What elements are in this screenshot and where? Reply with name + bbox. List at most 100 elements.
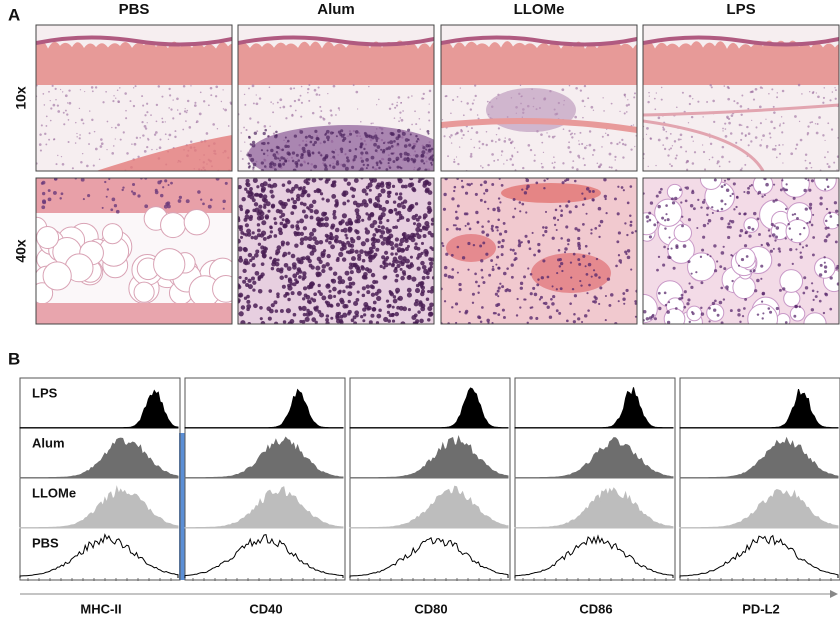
cell (667, 247, 670, 250)
cell (791, 213, 794, 216)
cell (252, 168, 255, 171)
cell (259, 317, 263, 321)
cell (560, 213, 563, 217)
cell (727, 117, 731, 121)
cell (664, 303, 668, 307)
cell (661, 216, 665, 220)
cell (720, 251, 725, 255)
cell (267, 135, 270, 138)
cell (649, 201, 654, 205)
cell (347, 276, 353, 282)
cell (532, 286, 536, 290)
cell (309, 215, 314, 220)
vessel (501, 183, 601, 203)
cell (729, 132, 733, 135)
cell (342, 201, 347, 206)
cell (151, 148, 153, 151)
cell (467, 130, 470, 133)
cell (246, 228, 252, 234)
cell (566, 319, 569, 323)
cell (395, 104, 399, 107)
cell (684, 199, 688, 203)
cell (511, 248, 515, 252)
cell (375, 139, 378, 143)
cell (276, 258, 280, 262)
cell (822, 96, 826, 100)
cell (483, 192, 486, 195)
cell (765, 242, 770, 246)
cell (645, 317, 650, 321)
cell (45, 125, 48, 127)
cell (689, 204, 694, 208)
cell (176, 97, 179, 101)
cell (477, 315, 481, 319)
cell (330, 278, 334, 283)
cell (409, 133, 412, 136)
cell (468, 227, 472, 231)
cell (572, 160, 575, 163)
cell (542, 259, 546, 263)
cell (802, 291, 806, 295)
cell (264, 128, 267, 132)
cell (761, 195, 764, 198)
cell (732, 182, 736, 186)
cell (406, 156, 410, 160)
cell (284, 159, 287, 162)
cell (244, 141, 246, 143)
cell (412, 160, 416, 164)
cell (397, 255, 403, 261)
cell (760, 264, 764, 268)
cell (581, 142, 584, 146)
cell (302, 202, 307, 207)
cell (300, 155, 304, 160)
cell (389, 140, 394, 145)
cell (306, 206, 310, 210)
cell (624, 222, 627, 225)
cell (400, 275, 405, 281)
cell (451, 197, 455, 201)
cell (307, 236, 313, 242)
cell (643, 310, 647, 314)
cell (205, 132, 209, 135)
cell (809, 91, 811, 93)
cell (512, 215, 515, 219)
cell (418, 118, 421, 120)
cell (604, 294, 607, 298)
cell (338, 109, 341, 111)
cell (276, 295, 280, 299)
cell (424, 168, 428, 171)
cell (428, 157, 432, 161)
cell (370, 237, 376, 242)
cell (238, 184, 242, 190)
cell (427, 318, 431, 322)
cell (415, 134, 418, 138)
cell (246, 232, 252, 237)
cell (461, 137, 463, 139)
image-frame (440, 24, 638, 172)
cell (367, 213, 372, 218)
cell (537, 242, 541, 247)
cell (648, 95, 650, 97)
cell (341, 139, 345, 142)
cell (197, 190, 201, 194)
cell (105, 195, 108, 198)
cell (368, 188, 372, 192)
cell (736, 102, 739, 105)
cell (703, 168, 707, 171)
cell (599, 219, 604, 224)
cell (274, 309, 279, 313)
cell (592, 269, 596, 272)
condition-label: LPS (32, 385, 58, 400)
cell (279, 309, 284, 313)
cell (371, 166, 375, 169)
cell (248, 216, 253, 222)
cell (741, 315, 745, 318)
cell (425, 297, 430, 301)
cell (823, 256, 826, 259)
cell (581, 192, 584, 195)
cell (349, 262, 353, 266)
cell (402, 272, 407, 276)
cell (458, 227, 462, 231)
cell (249, 258, 253, 263)
cell (553, 223, 557, 227)
